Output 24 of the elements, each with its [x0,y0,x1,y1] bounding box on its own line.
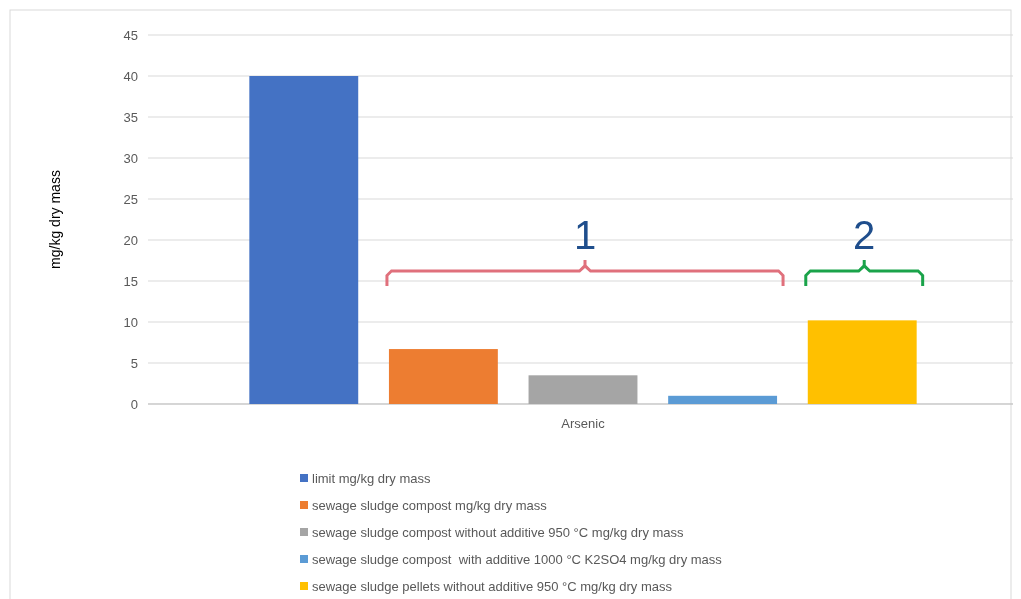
legend-label: sewage sludge compost mg/kg dry mass [312,497,548,513]
y-tick-label: 25 [123,191,138,207]
bar [807,320,917,404]
bar [388,349,498,404]
y-tick-label: 45 [123,27,138,43]
y-tick-label: 20 [123,232,138,248]
bar [249,76,359,404]
y-tick-label: 10 [123,314,138,330]
bar [528,375,638,404]
y-tick-label: 40 [123,68,138,84]
annotation: 2 [853,213,876,257]
x-tick-label: Arsenic [561,416,606,431]
legend-label: sewage sludge pellets without additive 950 °C mg/kg dry mass [312,578,673,594]
legend-label: sewage sludge compost without additive 950 °C mg/kg dry mass [312,524,685,540]
y-tick-label: 15 [123,273,138,289]
legend-label: sewage sludge compost with additive 1000 °C K2SO4 mg/kg dry mass [312,551,723,567]
y-tick-label: 5 [130,355,138,371]
y-tick-label: 35 [123,109,138,125]
annotation: 1 [573,213,597,257]
y-axis-title: mg/kg dry mass [47,170,63,269]
y-tick-label: 30 [123,150,138,166]
bar [668,395,778,404]
legend-label: limit mg/kg dry mass [312,470,431,486]
y-tick-label: 0 [130,396,138,412]
